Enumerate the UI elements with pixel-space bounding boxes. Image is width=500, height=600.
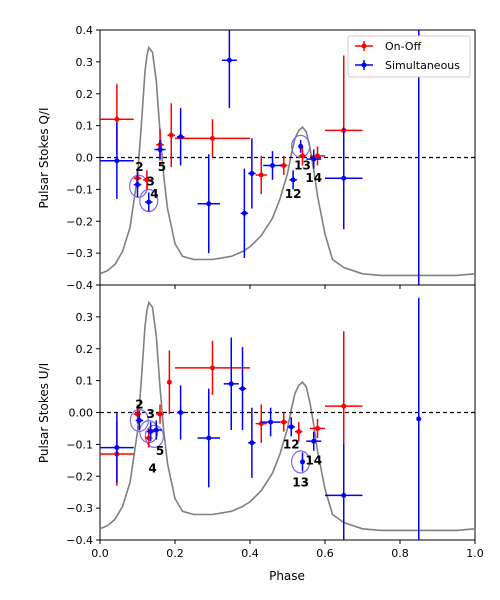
- panel-1-ytick-label: 0.00: [69, 407, 94, 420]
- panel-0-simultaneous-point: [290, 177, 296, 183]
- panel-1-ytick-label: 0.3: [76, 311, 94, 324]
- legend-marker-on-off: [355, 41, 373, 51]
- panel-0-ytick-label: 0.3: [76, 56, 94, 69]
- panel-0-annotation-label-12: 12: [285, 187, 302, 201]
- panel-1-simultaneous-point: [288, 424, 294, 430]
- panel-1-xtick-label: 1.0: [466, 547, 484, 560]
- panel-0-on-off-point: [210, 135, 215, 141]
- panel-0-on-off-point: [315, 153, 320, 159]
- panel-1-on-off-point: [296, 429, 302, 435]
- panel-1-simultaneous-point: [240, 386, 245, 392]
- panel-0-annotation-label-5: 5: [158, 160, 166, 174]
- panel-0-annotation-label-2: 2: [135, 160, 143, 174]
- panel-1-ytick-label: −0.4: [66, 534, 93, 547]
- panel-1-ytick-label: 0.1: [76, 375, 94, 388]
- panel-1-simultaneous-point: [178, 410, 184, 415]
- panel-0-simultaneous-point: [226, 57, 232, 63]
- panel-1-on-off-point: [157, 411, 163, 417]
- panel-1-ytick-label: −0.1: [66, 438, 93, 451]
- legend-box: [347, 35, 471, 78]
- panel-1-simultaneous-point: [228, 381, 234, 387]
- panel-0-ytick-label: −0.4: [66, 279, 93, 292]
- panel-1-annotation-label-12: 12: [283, 437, 300, 451]
- legend: On-Off Simultaneous: [347, 35, 471, 78]
- panel-0-simultaneous-point: [178, 134, 184, 140]
- panel-1-xtick-label: 0.0: [91, 547, 109, 560]
- panel-0-annotation-label-4: 4: [150, 187, 158, 201]
- panel-1-simultaneous-point: [268, 419, 274, 425]
- panel-1-simultaneous-point: [341, 492, 347, 498]
- panel-0-simultaneous-point: [114, 158, 120, 164]
- panel-0-simultaneous-point: [146, 199, 152, 205]
- panel-0-simultaneous-point: [270, 162, 275, 168]
- panel-1-annotation-label-14: 14: [305, 453, 322, 467]
- panel-0-on-off-point: [168, 132, 174, 138]
- panel-1-profile-curve: [99, 300, 476, 532]
- panel-1-annotation-circle-4: [144, 424, 164, 449]
- panel-0-ytick-label: 0.4: [76, 24, 94, 37]
- panel-1-ytick-label: −0.3: [66, 502, 93, 515]
- panel-0-on-off-point: [281, 162, 287, 168]
- panel-1-xtick-label: 0.6: [316, 547, 334, 560]
- panel-0-simultaneous-point: [135, 182, 140, 188]
- panel-1-ytick-label: 0.2: [76, 343, 94, 356]
- panel-0-on-off-point: [144, 177, 150, 183]
- panel-0-annotation-label-13: 13: [294, 158, 311, 172]
- panel-1-on-off-point: [281, 419, 287, 425]
- panel-0-simultaneous-point: [298, 143, 304, 149]
- panel-0-ytick-label: 0.0: [76, 152, 94, 165]
- panel-1-annotation-label-5: 5: [156, 444, 164, 458]
- panel-0-ytick-label: −0.3: [66, 247, 93, 260]
- legend-label-simultaneous: Simultaneous: [385, 59, 460, 72]
- panel-0-on-off-point: [114, 116, 120, 122]
- panel-1-on-off-point: [315, 425, 320, 431]
- panel-1-simultaneous-point: [114, 445, 120, 451]
- panel-0-ytick-label: −0.1: [66, 183, 93, 196]
- panel-1-simultaneous-point: [300, 459, 305, 465]
- panel-1-on-off-point: [341, 403, 347, 409]
- panel-1-simultaneous-point: [416, 416, 422, 422]
- panel-0-simultaneous-point: [157, 147, 163, 153]
- panel-1-simultaneous-point: [249, 440, 255, 446]
- panel-0-annotation-label-3: 3: [146, 174, 154, 188]
- panel-0-simultaneous-point: [249, 170, 255, 176]
- panel-1-annotation-circle-13: [291, 450, 311, 474]
- bottom-ylabel: Pulsar Stokes U/I: [37, 363, 51, 463]
- legend-marker-simultaneous: [355, 60, 373, 70]
- panel-1-on-off-point: [166, 379, 172, 385]
- panel-1-annotation-label-3: 3: [146, 407, 154, 421]
- xlabel: Phase: [269, 569, 305, 583]
- panel-1-annotation-label-4: 4: [148, 461, 156, 475]
- panel-1-simultaneous-point: [136, 417, 142, 423]
- panel-0-ytick-label: 0.1: [76, 120, 94, 133]
- panel-1-simultaneous-point: [153, 427, 159, 433]
- panel-1-xtick-label: 0.4: [241, 547, 259, 560]
- top-ylabel: Pulsar Stokes Q/I: [37, 108, 51, 209]
- legend-label-on-off: On-Off: [385, 40, 422, 53]
- panel-1-xtick-label: 0.8: [391, 547, 409, 560]
- panel-1-ytick-label: −0.2: [66, 470, 93, 483]
- panel-0-simultaneous-point: [311, 156, 317, 162]
- panel-1-on-off-point: [210, 365, 215, 371]
- panel-1-xtick-label: 0.2: [166, 547, 184, 560]
- panel-1-simultaneous-point: [311, 438, 317, 444]
- panel-1-annotation-label-2: 2: [135, 398, 143, 412]
- panel-0-ytick-label: 0.2: [76, 88, 94, 101]
- panel-0-profile-curve: [99, 45, 476, 277]
- panel-0-on-off-point: [258, 172, 264, 178]
- panel-0-ytick-label: −0.2: [66, 215, 93, 228]
- panel-1-annotation-label-13: 13: [292, 476, 309, 490]
- panel-0-simultaneous-point: [341, 175, 347, 181]
- panel-1-simultaneous-point: [206, 435, 212, 441]
- panel-0-on-off-point: [300, 153, 305, 159]
- panel-0-simultaneous-point: [206, 201, 212, 207]
- panel-0-simultaneous-point: [241, 210, 247, 216]
- panel-0-annotation-label-14: 14: [305, 171, 322, 185]
